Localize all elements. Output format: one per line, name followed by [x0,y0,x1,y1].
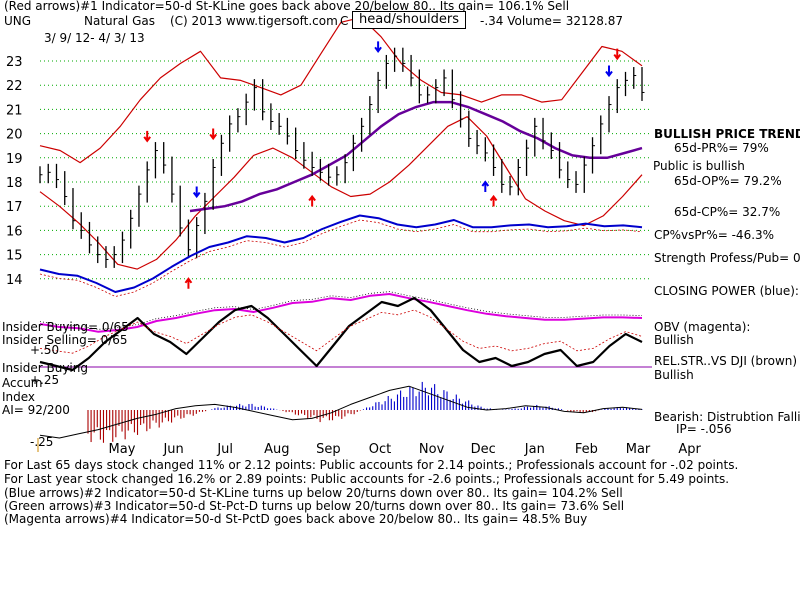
red-arrow [489,194,498,207]
cp-value: 65d-CP%= 32.7% [674,205,781,219]
y-tick-label: 19 [6,152,23,167]
closing-power-line [39,214,643,293]
footer-line1: For Last 65 days stock changed 11% or 2.… [4,458,739,472]
blue-arrow [192,186,201,199]
lower-band-line [39,116,643,270]
header-line1: (Red arrows)#1 Indicator=50-d St-KLine g… [4,0,570,13]
red-arrow [184,277,193,289]
y-tick-label: 20 [6,128,23,143]
y-tick-label: 21 [6,103,23,118]
x-tick-label: Sep [316,442,341,457]
blue-arrow [605,65,613,78]
x-tick-label: Jan [524,442,545,457]
insider-selling-ratio: Insider Selling= 0/65 [2,333,128,347]
y-tick-label: 18 [6,176,23,191]
footer-line4: (Green arrows)#3 Indicator=50-d St-Pct-D… [4,499,625,513]
header-c: C [340,14,349,28]
index-label: Index [2,390,36,404]
y-tick-label: 17 [6,200,23,215]
relstr-label: REL.STR..VS DJI (brown) [654,354,798,368]
accum-label: Accum [2,376,43,390]
relstr-state: Bullish [654,368,694,382]
x-tick-label: Dec [471,442,496,457]
relstr-ma [39,309,643,354]
x-tick-label: Apr [678,442,701,457]
footer-line5: (Magenta arrows)#4 Indicator=50-d St-Pct… [4,512,588,526]
x-tick-label: Mar [626,442,651,457]
x-tick-label: Nov [419,442,445,457]
x-tick-label: Jun [162,442,183,457]
x-tick-label: May [109,442,136,457]
x-tick-label: Feb [575,442,598,457]
y-tick-label: 23 [6,55,23,70]
insider-buying-ratio: Insider Buying= 0/65 [2,320,129,334]
red-arrow [613,48,622,61]
plus25-label: +.25 [30,373,60,387]
insider-buying-label: Insider Buying [2,361,88,375]
relstr-line [39,296,643,372]
y-tick-label: 14 [6,273,23,288]
instrument-name: Natural Gas [84,14,155,28]
x-tick-label: Aug [264,442,289,457]
ticker: UNG [4,14,32,28]
header-stats: -.34 Volume= 32128.87 [480,14,623,28]
plus50-label: +.50 [30,343,60,357]
y-tick-label: 16 [6,224,23,239]
red-arrow [209,128,217,141]
upper-band-line [39,16,643,164]
obv-state: Bullish [654,333,694,347]
blue-arrow [481,180,490,192]
public-bullish: Public is bullish [653,159,745,173]
obv-line [39,293,643,333]
op-value: 65d-OP%= 79.2% [674,174,782,188]
y-tick-label: 22 [6,79,23,94]
blue-arrow [374,41,382,53]
y-tick-label: 15 [6,249,23,264]
bearish-label: Bearish: Distrubtion Falling [654,410,800,424]
bullish-trend-label: BULLISH PRICE TREND [654,127,800,141]
date-range: 3/ 9/ 12- 4/ 3/ 13 [44,31,145,45]
ai-value: AI= 92/200 [2,403,70,417]
x-tick-label: Jul [216,442,233,457]
accum-ma [39,385,643,439]
closing-power-label: CLOSING POWER (blue): [654,284,799,298]
cpvspr-value: CP%vsPr%= -46.3% [654,228,775,242]
ma50-line [189,100,643,213]
pattern-label: head/shoulders [352,11,467,29]
pr-value: 65d-PR%= 79% [674,141,769,155]
red-arrow [308,194,316,207]
red-arrow [143,130,152,143]
ip-value: IP= -.056 [676,422,732,436]
strength-value: Strength Profess/Pub= 0 [654,251,800,265]
obv-label: OBV (magenta): [654,320,751,334]
footer-line2: For Last year stock changed 16.2% or 2.8… [4,472,730,486]
closing-power-ma [39,219,643,297]
copyright: (C) 2013 www.tigersoft.com [170,14,338,28]
x-tick-label: Oct [369,442,391,457]
minus25-label: -.25 [30,435,54,449]
footer-line3: (Blue arrows)#2 Indicator=50-d St-KLine … [4,486,623,500]
